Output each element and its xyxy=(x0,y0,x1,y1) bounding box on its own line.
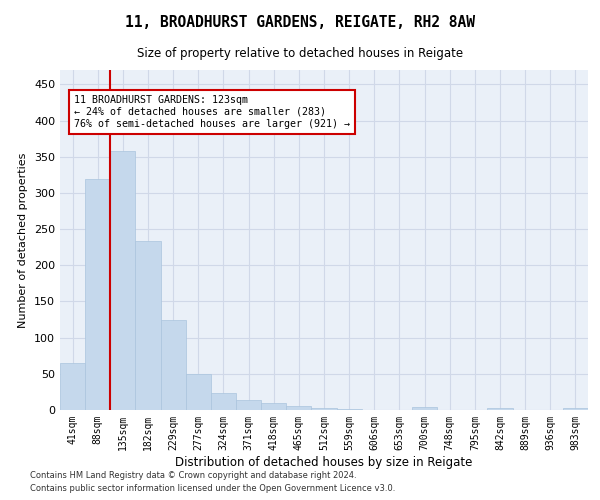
Bar xyxy=(110,151,136,410)
Y-axis label: Number of detached properties: Number of detached properties xyxy=(19,152,28,328)
Bar xyxy=(236,400,261,410)
Bar xyxy=(186,374,211,410)
Text: Contains HM Land Registry data © Crown copyright and database right 2024.: Contains HM Land Registry data © Crown c… xyxy=(30,470,356,480)
X-axis label: Distribution of detached houses by size in Reigate: Distribution of detached houses by size … xyxy=(175,456,473,468)
Bar xyxy=(563,408,588,410)
Bar xyxy=(412,407,437,410)
Bar xyxy=(261,404,286,410)
Bar xyxy=(211,394,236,410)
Text: Contains public sector information licensed under the Open Government Licence v3: Contains public sector information licen… xyxy=(30,484,395,493)
Bar xyxy=(85,178,110,410)
Bar xyxy=(136,242,161,410)
Text: 11 BROADHURST GARDENS: 123sqm
← 24% of detached houses are smaller (283)
76% of : 11 BROADHURST GARDENS: 123sqm ← 24% of d… xyxy=(74,96,350,128)
Bar xyxy=(311,408,337,410)
Bar xyxy=(60,363,85,410)
Text: Size of property relative to detached houses in Reigate: Size of property relative to detached ho… xyxy=(137,48,463,60)
Bar xyxy=(487,408,512,410)
Bar xyxy=(161,320,186,410)
Text: 11, BROADHURST GARDENS, REIGATE, RH2 8AW: 11, BROADHURST GARDENS, REIGATE, RH2 8AW xyxy=(125,15,475,30)
Bar xyxy=(286,406,311,410)
